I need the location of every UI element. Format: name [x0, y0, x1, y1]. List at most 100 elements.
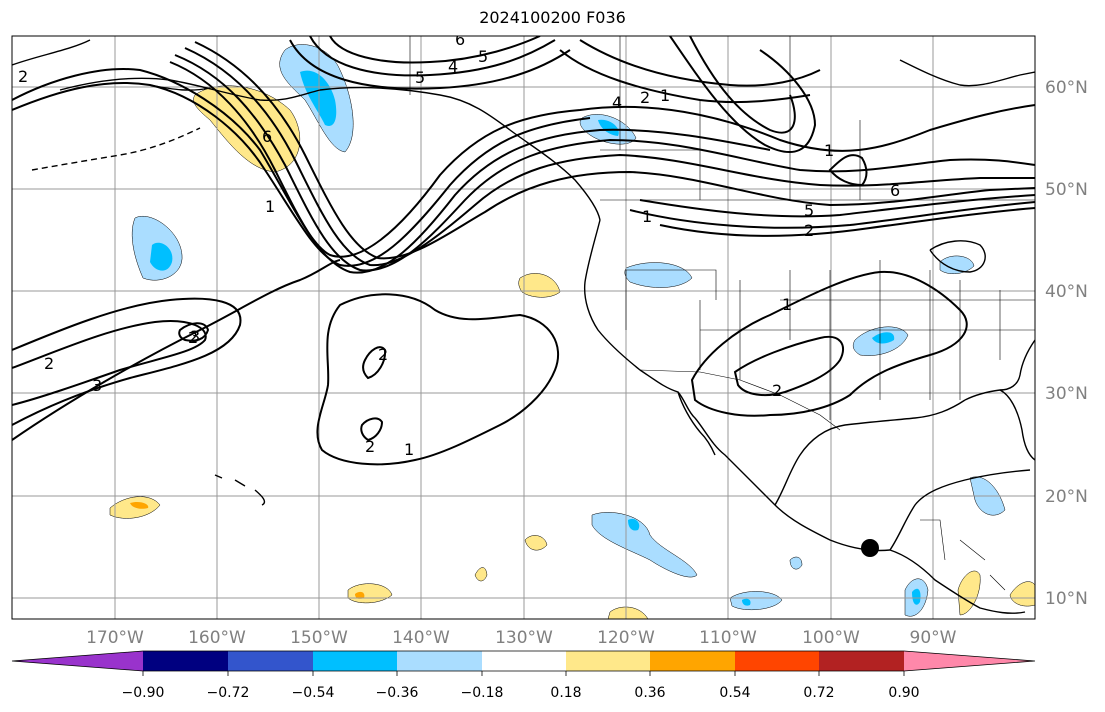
contour-label: 1 [642, 207, 652, 226]
contour-line [309, 36, 556, 77]
contour-label: 2 [188, 328, 198, 347]
contour-label: 5 [804, 201, 814, 220]
hawaiian-islands [214, 474, 266, 506]
positive-anomaly-region [193, 85, 301, 173]
contour-label: 2 [378, 345, 388, 364]
colorbar-tick-label: −0.36 [376, 685, 419, 701]
florida-coastline [964, 389, 1035, 461]
contour-lines [12, 36, 1035, 466]
us-mexico-border [639, 369, 841, 431]
latitude-label: 30°N [1045, 384, 1088, 404]
positive-anomaly-region [474, 567, 488, 582]
contour-line [194, 41, 1035, 260]
colorbar-segment [313, 651, 397, 671]
contour-label: 2 [640, 88, 650, 107]
colorbar-segment [819, 651, 904, 671]
colorbar-tick-label: −0.90 [122, 685, 165, 701]
contour-label: 1 [265, 197, 275, 216]
latitude-label: 10°N [1045, 589, 1088, 609]
colorbar-tick-label: 0.54 [719, 685, 750, 701]
contour-label: 1 [404, 440, 414, 459]
colorbar-segment [143, 651, 228, 671]
colorbar-tick-label: 0.72 [803, 685, 834, 701]
map-frame [11, 35, 1036, 620]
gulf-of-mexico-coastline [774, 399, 966, 506]
contour-line [289, 39, 571, 90]
contour-line [316, 293, 560, 466]
strong-positive-anomaly-region [355, 591, 365, 599]
colorbar-segment [397, 651, 482, 671]
colorbar-tick-label: 0.18 [550, 685, 581, 701]
contour-line [12, 320, 207, 406]
colorbar: −0.90 −0.72 −0.54 −0.36 −0.18 0.18 0.36 … [11, 650, 1036, 701]
colorbar-segment [566, 651, 650, 671]
atlantic-coastline [999, 339, 1035, 391]
positive-anomaly-region [109, 496, 161, 519]
storm-position-marker [861, 539, 879, 557]
contour-label: 1 [782, 295, 792, 314]
strong-negative-anomaly-region [628, 518, 640, 531]
contour-label: 3 [92, 376, 102, 395]
strong-negative-anomaly-region [300, 70, 337, 126]
strong-negative-anomaly-region [598, 119, 619, 136]
north-america-west-coastline [583, 219, 1026, 614]
contour-line [689, 36, 796, 134]
coastlines [12, 39, 1035, 614]
hudson-bay-coastline [899, 59, 1035, 87]
contour-label: 3 [190, 327, 200, 346]
great-lakes-outline [929, 240, 986, 273]
contour-label: 1 [824, 141, 834, 160]
contour-line [639, 194, 1035, 218]
positive-anomaly-region [957, 570, 981, 616]
strong-negative-anomaly-region [150, 242, 173, 271]
longitude-label: 100°W [802, 628, 860, 648]
contour-line [733, 335, 845, 397]
yucatan-coastline [889, 469, 1031, 551]
positive-anomaly-region [524, 535, 548, 551]
contour-line [362, 346, 387, 380]
latitude-label: 40°N [1045, 282, 1088, 302]
contour-label: 6 [455, 30, 465, 49]
contour-label: 6 [890, 181, 900, 200]
longitude-label: 160°W [188, 628, 246, 648]
contour-labels: 2 6 1 5 4 5 6 1 2 4 1 6 5 2 1 2 3 2 3 2 … [18, 30, 900, 459]
contour-line [174, 54, 1035, 272]
longitude-label: 170°W [86, 628, 144, 648]
longitude-label: 110°W [699, 628, 757, 648]
baja-california-coastline [677, 391, 716, 456]
latitude-label: 20°N [1045, 487, 1088, 507]
contour-line [12, 259, 341, 441]
strong-positive-anomaly-region [130, 501, 149, 509]
contour-label: 5 [415, 68, 425, 87]
contour-label: 2 [772, 381, 782, 400]
positive-anomaly-region [1009, 581, 1035, 607]
contour-label: 2 [18, 67, 28, 86]
latitude-label: 60°N [1045, 78, 1088, 98]
contour-label: 1 [660, 86, 670, 105]
contour-label: 4 [448, 57, 458, 76]
colorbar-segment [228, 651, 313, 671]
contour-line [659, 207, 1035, 237]
strong-negative-anomaly-region [872, 332, 895, 344]
negative-anomaly-region [591, 512, 698, 578]
colorbar-low-extension [12, 651, 143, 671]
colorbar-tick-label: −0.18 [461, 685, 504, 701]
contour-label: 2 [365, 437, 375, 456]
negative-anomaly-region [789, 556, 803, 570]
longitude-labels: 170°W 160°W 150°W 140°W 130°W 120°W 110°… [86, 628, 957, 648]
contour-line [579, 39, 821, 87]
contour-line [690, 270, 968, 417]
longitude-label: 150°W [290, 628, 348, 648]
longitude-label: 90°W [910, 628, 957, 648]
contour-line [360, 417, 384, 442]
central-america-borders [920, 519, 1006, 591]
contour-label: 2 [804, 221, 814, 240]
contour-line [669, 36, 817, 154]
colorbar-high-extension [904, 651, 1035, 671]
colorbar-tick-label: 0.90 [888, 685, 919, 701]
longitude-label: 140°W [392, 628, 450, 648]
colorbar-segment [650, 651, 735, 671]
contour-line [184, 47, 1035, 267]
contour-line [329, 36, 541, 64]
strong-negative-anomaly-region [742, 598, 751, 606]
